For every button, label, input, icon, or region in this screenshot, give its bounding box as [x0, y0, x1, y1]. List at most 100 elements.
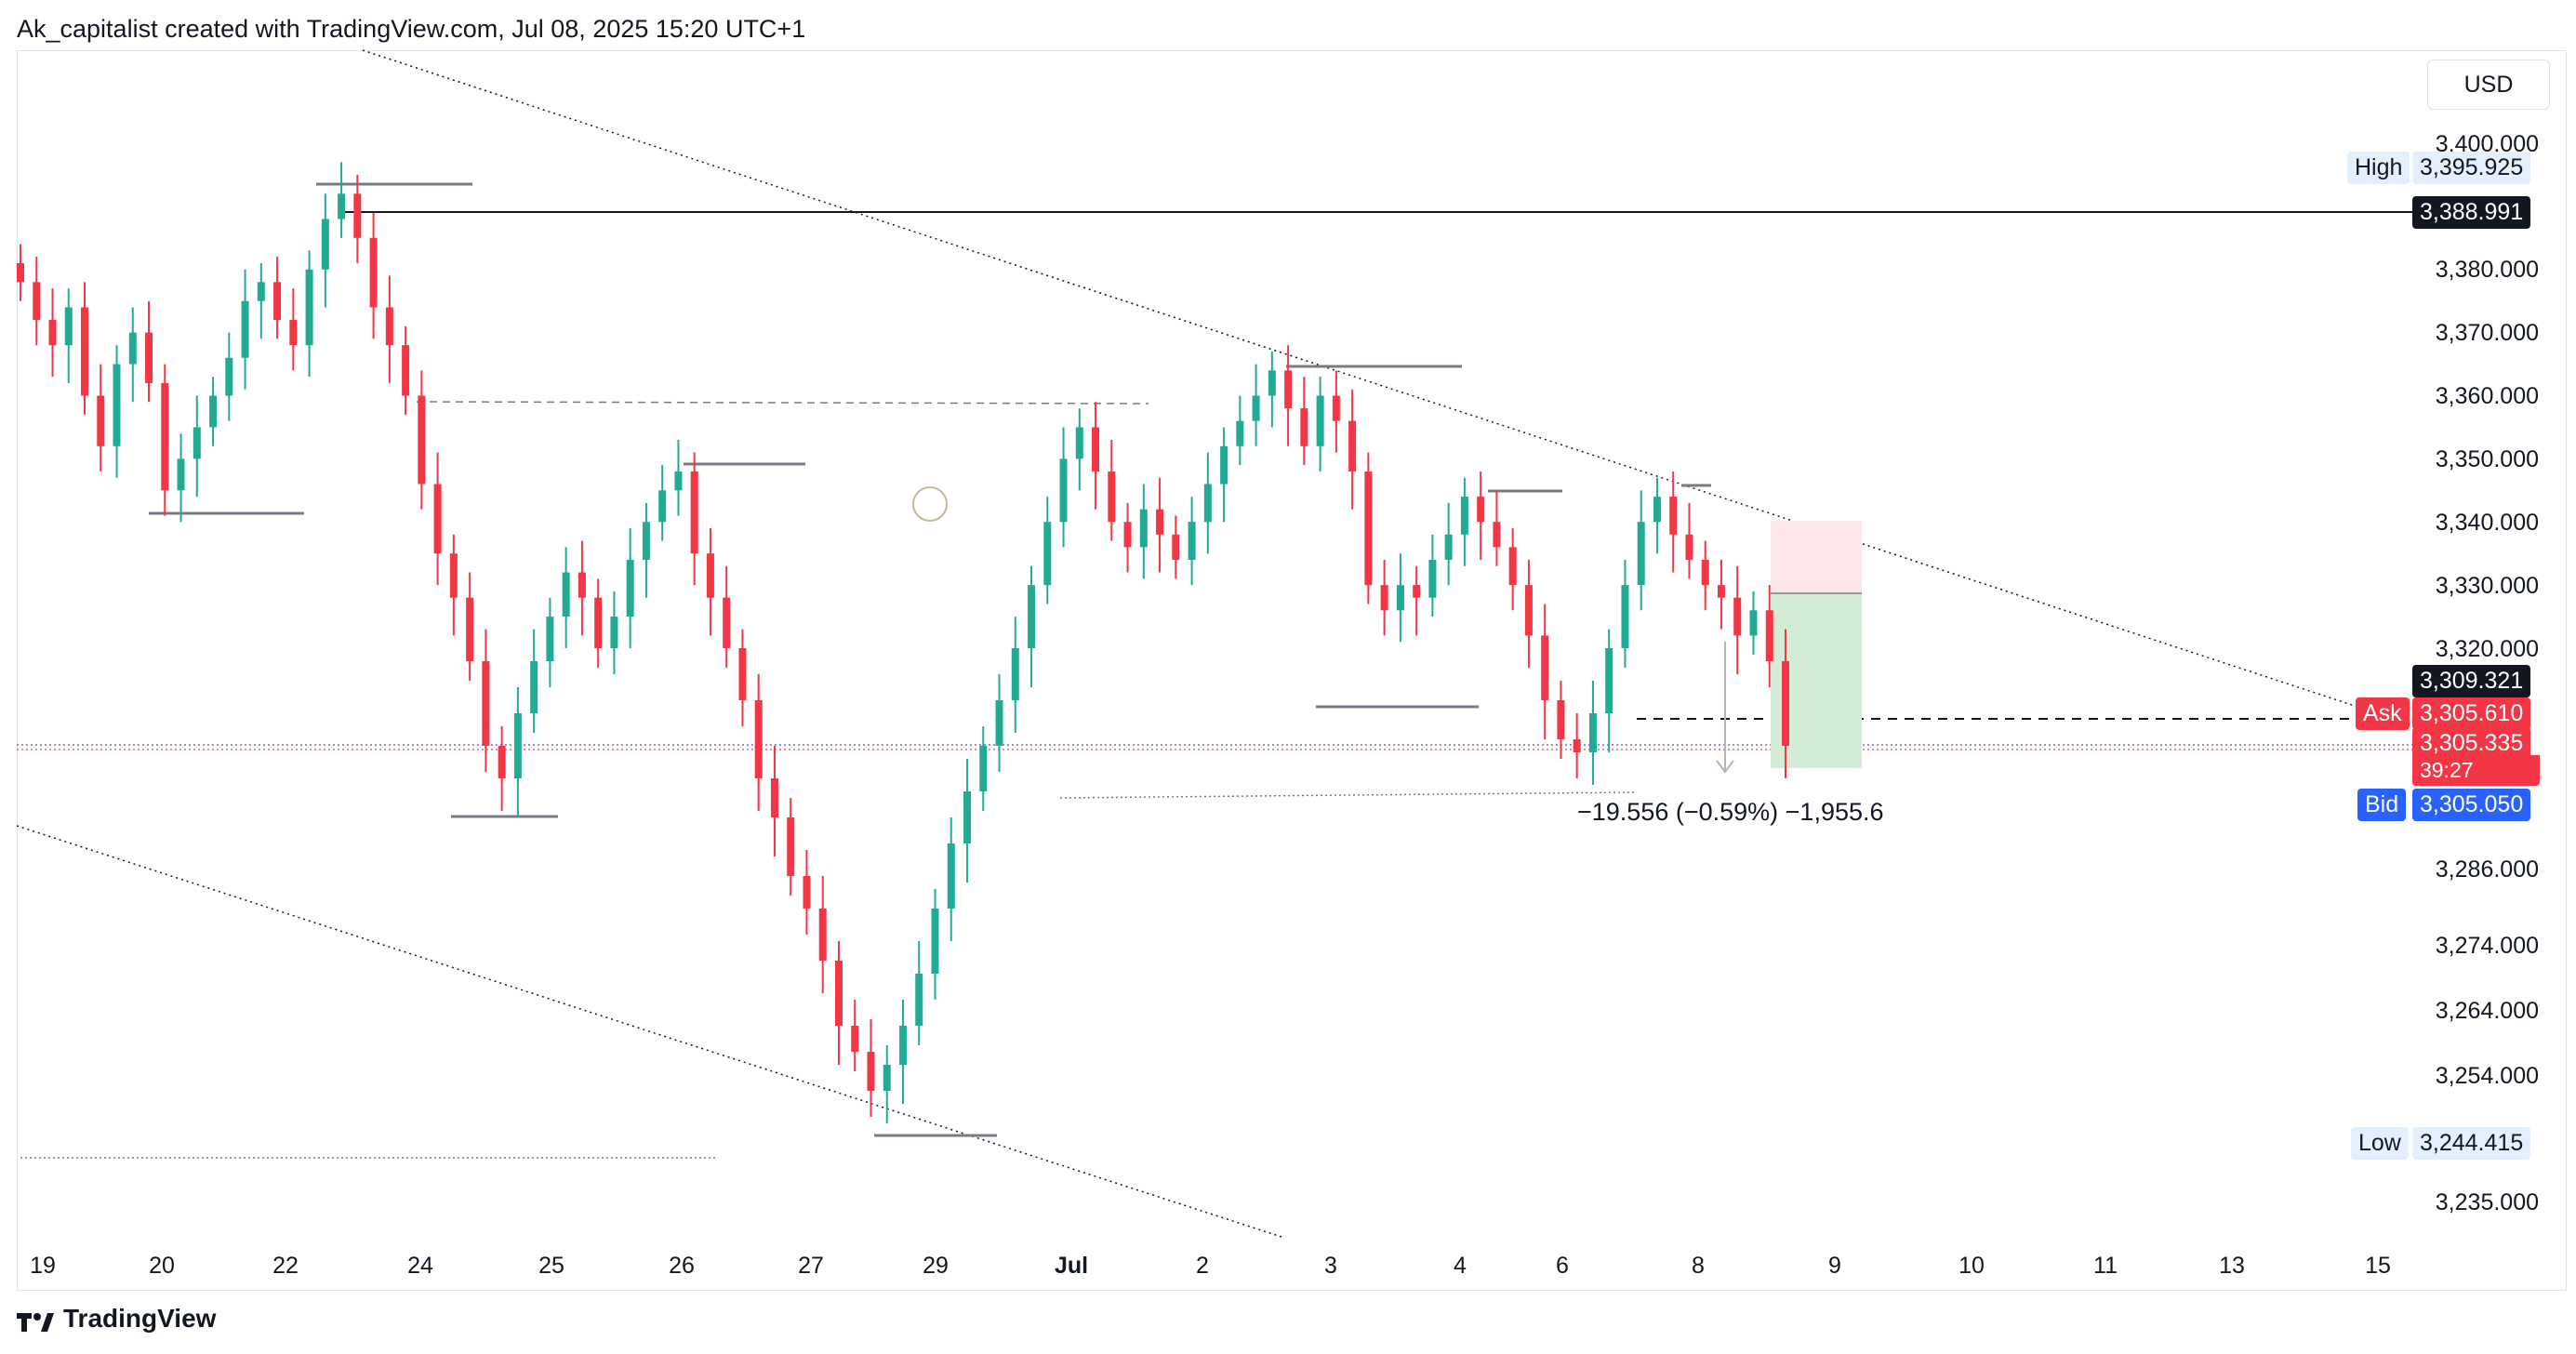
bar-countdown: 39:27: [2412, 755, 2540, 786]
time-tick-label: 6: [1556, 1253, 1569, 1279]
bullish-candle: [546, 617, 554, 661]
bullish-candle: [883, 1065, 891, 1091]
time-tick-label: 19: [30, 1253, 56, 1279]
bearish-candle: [498, 746, 506, 778]
bullish-candle: [1011, 648, 1019, 700]
bearish-candle: [418, 395, 426, 485]
bullish-candle: [209, 395, 218, 428]
bearish-candle: [1123, 522, 1132, 548]
high-label: High: [2347, 152, 2410, 184]
bearish-candle: [1380, 585, 1388, 611]
bullish-candle: [1188, 522, 1196, 560]
level-line: [416, 401, 1149, 405]
bearish-candle: [578, 572, 586, 598]
bullish-candle: [562, 572, 570, 617]
high-value: 3,395.925: [2412, 152, 2531, 184]
bid-label: Bid: [2357, 789, 2407, 821]
bearish-candle: [834, 961, 843, 1026]
bullish-candle: [931, 909, 939, 974]
chart-frame: [17, 50, 2567, 1291]
level-line: [1059, 791, 1638, 799]
bearish-candle: [1557, 700, 1565, 739]
bearish-candle: [723, 597, 731, 648]
time-tick-label: 29: [923, 1253, 949, 1279]
bearish-candle: [449, 553, 458, 598]
price-tick-label: 3,370.000: [2436, 320, 2539, 346]
bearish-candle: [482, 661, 490, 746]
bearish-candle: [1765, 610, 1773, 661]
bearish-candle: [690, 471, 698, 554]
bullish-candle: [128, 332, 137, 365]
bullish-candle: [241, 300, 249, 358]
time-tick-label: 24: [407, 1253, 433, 1279]
bullish-candle: [1220, 445, 1228, 485]
bullish-candle: [338, 193, 346, 219]
bullish-candle: [674, 471, 683, 491]
bearish-candle: [1541, 635, 1549, 700]
bullish-candle: [1043, 522, 1052, 586]
bearish-candle: [161, 382, 169, 491]
horizontal-line-price: 3,388.991: [2412, 196, 2531, 229]
bearish-candle: [1348, 420, 1357, 471]
bullish-candle: [1075, 427, 1083, 459]
time-tick-label: 15: [2365, 1253, 2391, 1279]
bearish-candle: [1669, 497, 1678, 535]
time-tick-label: 22: [272, 1253, 299, 1279]
bullish-candle: [1749, 610, 1758, 636]
bearish-candle: [353, 193, 362, 238]
bullish-candle: [1621, 585, 1629, 648]
bearish-candle: [594, 597, 603, 648]
bullish-candle: [979, 746, 988, 791]
bearish-candle: [145, 332, 153, 383]
bearish-candle: [738, 648, 747, 700]
ask-label: Ask: [2356, 697, 2410, 730]
watermark-emblem-icon: [912, 486, 948, 522]
stop-loss-zone: [1771, 521, 1862, 593]
bearish-candle: [1493, 522, 1501, 548]
bullish-candle: [1396, 585, 1404, 611]
price-tick-label: 3,350.000: [2436, 446, 2539, 472]
bullish-candle: [177, 458, 185, 491]
time-axis: 19 20 22 24 25 26 27 29 Jul 2 3 4 6 8 9 10 11 13 15: [30, 1253, 2391, 1279]
bearish-candle: [1156, 509, 1164, 535]
bullish-candle: [1316, 395, 1324, 446]
ask-value: 3,305.610: [2412, 697, 2531, 730]
chart-attribution: Ak_capitalist created with TradingView.c…: [17, 15, 806, 43]
bearish-candle: [851, 1026, 859, 1052]
price-tick-label: 3,340.000: [2436, 510, 2539, 536]
time-tick-label: 13: [2219, 1253, 2245, 1279]
last-price-value: 3,305.335: [2412, 727, 2531, 760]
bearish-candle: [1573, 739, 1581, 752]
bullish-candle: [321, 219, 329, 270]
bullish-candle: [1428, 559, 1437, 598]
bearish-candle: [1172, 534, 1180, 560]
time-tick-label: 20: [149, 1253, 175, 1279]
bullish-candle: [513, 713, 522, 778]
bullish-candle: [963, 791, 972, 843]
bearish-candle: [1092, 427, 1100, 471]
bearish-candle: [1733, 597, 1742, 636]
bearish-candle: [1508, 547, 1517, 586]
bullish-candle: [1444, 534, 1453, 560]
tradingview-logo[interactable]: TradingView: [17, 1304, 216, 1334]
bullish-candle: [626, 559, 634, 617]
bearish-candle: [97, 395, 105, 446]
bullish-candle: [1203, 484, 1212, 523]
time-tick-label: Jul: [1055, 1253, 1088, 1279]
candles: [17, 162, 1789, 1123]
bearish-candle: [803, 876, 811, 909]
measure-label: −19.556 (−0.59%) −1,955.6: [1577, 798, 1884, 826]
bearish-candle: [1701, 559, 1709, 586]
price-tick-label: 3,360.000: [2436, 383, 2539, 409]
time-tick-label: 10: [1959, 1253, 1985, 1279]
bearish-candle: [273, 282, 282, 321]
price-tick-label: 3,235.000: [2436, 1189, 2539, 1215]
bearish-candle: [402, 345, 410, 396]
bullish-candle: [995, 700, 1003, 746]
bullish-candle: [193, 427, 201, 459]
currency-button[interactable]: USD: [2427, 60, 2550, 110]
bearish-candle: [818, 909, 827, 961]
bullish-candle: [1460, 497, 1468, 535]
bullish-candle: [658, 490, 667, 523]
